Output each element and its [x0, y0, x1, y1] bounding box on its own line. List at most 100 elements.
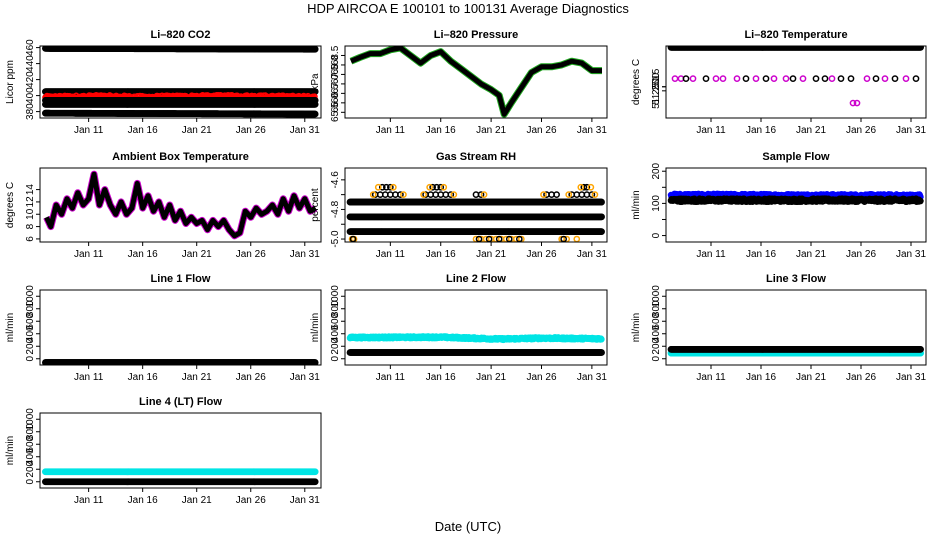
data-point: [553, 191, 560, 198]
data-point: [378, 183, 386, 191]
y-tick-label: 51.2515: [651, 68, 662, 105]
y-tick-label: -4.6: [330, 171, 341, 189]
data-point: [577, 183, 585, 191]
x-tick-label: Jan 26: [236, 249, 266, 260]
data-point: [598, 228, 605, 236]
x-tick-label: Jan 26: [526, 125, 556, 136]
data-point: [719, 75, 727, 82]
series-band-460: [42, 46, 319, 53]
y-tick-label: 67.5: [330, 64, 341, 84]
data-point: [891, 75, 899, 82]
series-rh-4-7-orange: [369, 191, 599, 198]
series-line: [350, 46, 602, 117]
y-axis-label: degrees C: [5, 182, 16, 228]
y-tick-label: 68.5: [330, 45, 341, 65]
data-point: [583, 183, 591, 191]
data-point: [580, 183, 588, 191]
plot-frame: [39, 167, 322, 243]
data-point: [382, 183, 390, 191]
data-point: [752, 75, 760, 82]
data-point: [311, 101, 319, 108]
series-rh-5-0-orange: [348, 235, 581, 242]
data-point: [849, 99, 857, 107]
data-point: [799, 75, 807, 82]
x-tick-label: Jan 31: [896, 125, 926, 136]
plot-area: [349, 46, 602, 118]
y-tick-label: 8: [25, 223, 36, 229]
x-tick-label: Jan 21: [476, 125, 506, 136]
data-point: [426, 183, 433, 191]
data-point: [447, 191, 455, 198]
x-tick-label: Jan 26: [846, 125, 876, 136]
x-tick-label: Jan 31: [290, 249, 320, 260]
data-point: [397, 191, 404, 198]
y-axis-label: degrees C: [631, 59, 642, 105]
series-mid-markers: [671, 75, 910, 82]
data-point: [733, 75, 741, 82]
series-rh-4-65-black: [378, 183, 591, 191]
data-point: [821, 75, 829, 82]
data-point: [742, 75, 750, 82]
series-top-band: [667, 46, 924, 51]
x-tick-label: Jan 21: [796, 125, 826, 136]
panel-title: Li–820 CO2: [151, 29, 211, 41]
data-point: [311, 46, 319, 53]
data-point: [671, 75, 679, 82]
x-tick-label: Jan 26: [526, 249, 556, 260]
data-point: [712, 75, 720, 82]
data-point: [689, 75, 697, 82]
plot-frame: [39, 45, 322, 119]
data-point: [828, 75, 836, 82]
panel-title: Gas Stream RH: [436, 151, 516, 163]
data-point: [429, 183, 437, 191]
data-point: [762, 75, 770, 82]
x-tick-label: Jan 16: [426, 249, 456, 260]
y-tick-label: 66.0: [330, 93, 341, 113]
y-tick-label: -4.8: [330, 200, 341, 218]
data-point: [598, 198, 605, 206]
data-point: [565, 191, 573, 198]
series-rh-4-85: [346, 213, 605, 221]
series-rh-4-75: [346, 198, 605, 206]
x-tick-label: Jan 26: [236, 125, 266, 136]
data-point: [782, 75, 790, 82]
data-point: [433, 183, 441, 191]
x-tick-label: Jan 11: [74, 249, 104, 260]
data-point: [837, 75, 845, 82]
data-point: [702, 75, 710, 82]
data-point: [863, 75, 871, 82]
y-tick-label: 12: [25, 196, 36, 208]
x-tick-label: Jan 16: [128, 125, 158, 136]
plot-frame: [344, 45, 608, 119]
data-point: [912, 75, 920, 82]
data-point: [386, 183, 394, 191]
plot-area: [346, 183, 605, 242]
x-tick-label: Jan 16: [746, 125, 776, 136]
data-point: [598, 213, 605, 221]
data-point: [682, 75, 690, 82]
x-tick-label: Jan 21: [182, 125, 212, 136]
y-tick-label: 400: [25, 87, 36, 104]
data-point: [400, 191, 407, 198]
x-tick-label: Jan 31: [290, 125, 320, 136]
y-tick-label: 440: [25, 55, 36, 72]
data-point: [591, 191, 599, 198]
data-point: [872, 75, 880, 82]
x-tick-label: Jan 31: [577, 249, 607, 260]
y-axis-label: Licor ppm: [5, 60, 16, 104]
series-low-markers: [849, 99, 861, 107]
plot-area: [667, 190, 924, 206]
plot-area: [42, 46, 319, 118]
y-tick-label: 14: [25, 184, 36, 196]
x-tick-label: Jan 16: [128, 249, 158, 260]
y-tick-label: 420: [25, 71, 36, 88]
data-point: [437, 183, 445, 191]
y-tick-label: 68.0: [330, 55, 341, 75]
plot-area: [667, 46, 924, 107]
plot-area: [43, 170, 318, 240]
data-point: [587, 183, 595, 191]
y-tick-label: 65.5: [330, 102, 341, 122]
